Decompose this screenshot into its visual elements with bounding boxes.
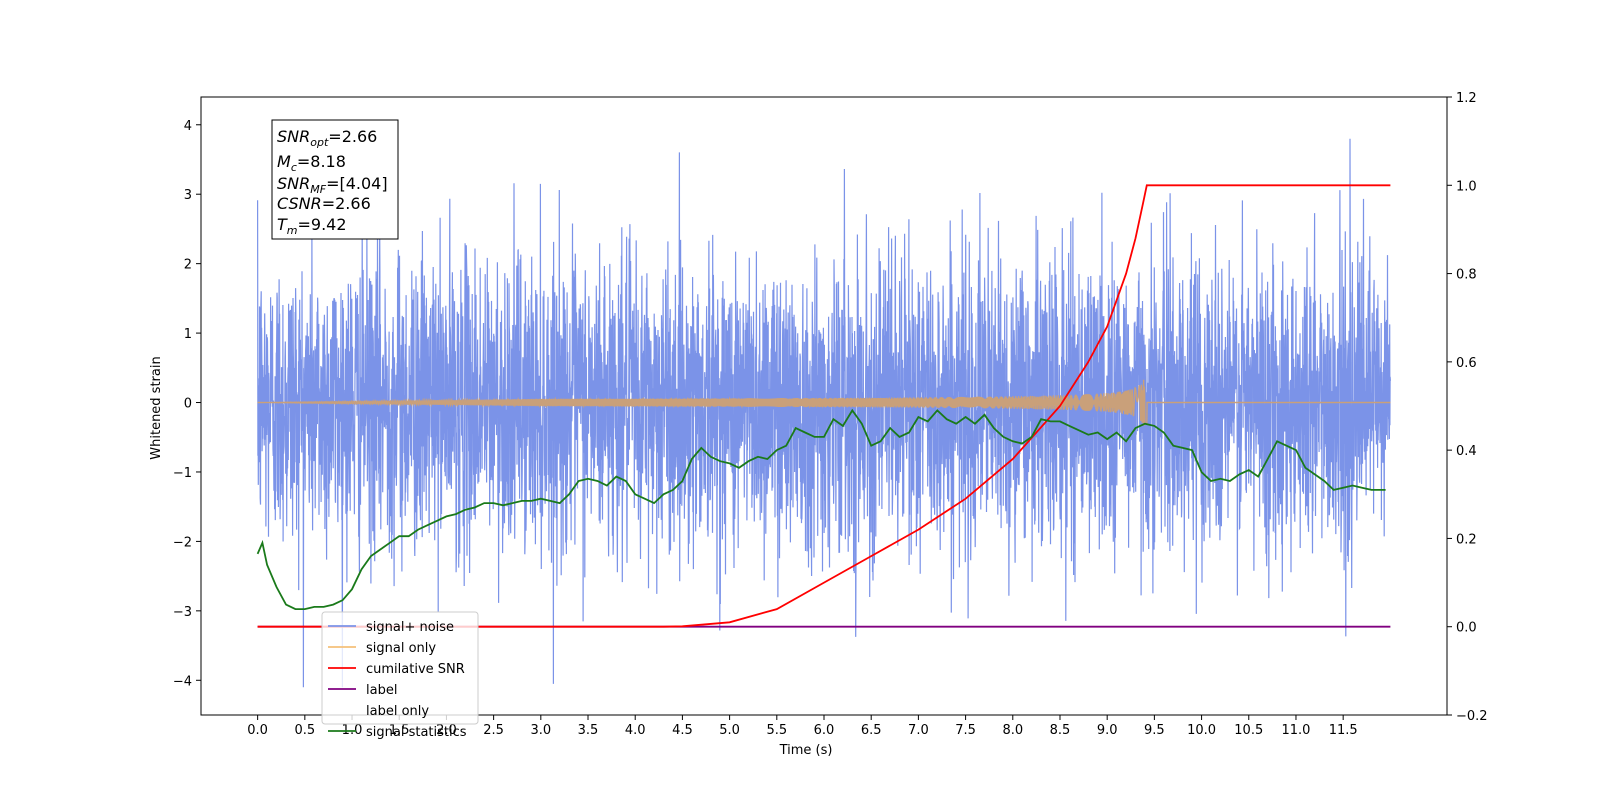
axes: 0.0 0.5 1.0 1.5 2.0 2.5 3.0 3.5 4.0 4.5 5.0 5.5 6.0 6…	[173, 91, 1488, 738]
y-tick-label: 4	[184, 119, 192, 134]
stat-snr-mf: SNRMF=[4.04]	[277, 174, 388, 196]
x-tick-label: 4.5	[672, 723, 693, 738]
legend-label: label	[366, 683, 397, 698]
y-right-tick-label: 0.2	[1456, 532, 1477, 547]
stat-snr-opt: SNRopt=2.66	[277, 127, 377, 149]
y-right-tick-label: 0.8	[1456, 268, 1477, 283]
x-tick-label: 6.5	[861, 723, 882, 738]
x-tick-label: 10.5	[1234, 723, 1263, 738]
y-tick-label: 2	[184, 258, 192, 273]
legend-label: signal only	[366, 641, 436, 656]
y-right-tick-label: −0.2	[1456, 709, 1488, 724]
y-tick-label: −1	[173, 466, 192, 481]
x-tick-label: 4.0	[625, 723, 646, 738]
x-tick-label: 11.0	[1281, 723, 1310, 738]
series-signal-only	[257, 379, 1391, 426]
y-tick-label: −4	[173, 674, 192, 689]
legend-label: label only	[366, 704, 429, 719]
x-tick-label: 8.5	[1050, 723, 1071, 738]
series-signal-noise	[257, 138, 1391, 688]
x-tick-label: 8.0	[1002, 723, 1023, 738]
x-axis-label: Time (s)	[779, 743, 833, 758]
series-signal-statistics	[256, 408, 1386, 610]
legend-label: signal statistics	[366, 725, 467, 740]
x-tick-label: 7.0	[908, 723, 929, 738]
x-tick-label: 2.0	[436, 723, 457, 738]
y-right-tick-label: 0.6	[1456, 356, 1477, 371]
y-axis-label: Whitened strain	[149, 356, 164, 459]
y-tick-label: 0	[184, 397, 192, 412]
legend-label: cumilative SNR	[366, 662, 465, 677]
y-right-tick-label: 0.0	[1456, 621, 1477, 636]
x-tick-label: 9.0	[1097, 723, 1118, 738]
stats-box: SNRopt=2.66 Mc=8.18 SNRMF=[4.04] CSNR=2.…	[271, 119, 399, 240]
x-tick-label: 2.5	[483, 723, 504, 738]
legend-label: signal+ noise	[366, 620, 454, 635]
x-tick-label: 5.5	[766, 723, 787, 738]
x-tick-label: 6.0	[814, 723, 835, 738]
x-tick-label: 9.5	[1144, 723, 1165, 738]
y-tick-label: 3	[184, 188, 192, 203]
x-tick-label: 3.5	[578, 723, 599, 738]
x-tick-label: 7.5	[955, 723, 976, 738]
x-tick-label: 1.5	[389, 723, 410, 738]
x-tick-label: 5.0	[719, 723, 740, 738]
y-tick-label: −2	[173, 535, 192, 550]
stat-csnr: CSNR=2.66	[277, 194, 371, 213]
y-right-tick-label: 0.4	[1456, 444, 1477, 459]
stat-tm: Tm=9.42	[277, 215, 347, 237]
stat-mc: Mc=8.18	[277, 152, 346, 174]
x-tick-label: 10.0	[1187, 723, 1216, 738]
plot-area	[256, 138, 1391, 688]
x-tick-label: 11.5	[1329, 723, 1358, 738]
y-right-tick-label: 1.0	[1456, 179, 1477, 194]
legend: signal+ noise signal only cumilative SNR la…	[321, 611, 479, 740]
series-cumulative-snr	[257, 184, 1391, 628]
y-tick-label: −3	[173, 605, 192, 620]
x-tick-label: 0.5	[294, 723, 315, 738]
x-tick-label: 3.0	[530, 723, 551, 738]
legend-box	[321, 611, 479, 725]
y-right-tick-label: 1.2	[1456, 91, 1477, 106]
y-tick-label: 1	[184, 327, 192, 342]
x-tick-label: 0.0	[247, 723, 268, 738]
